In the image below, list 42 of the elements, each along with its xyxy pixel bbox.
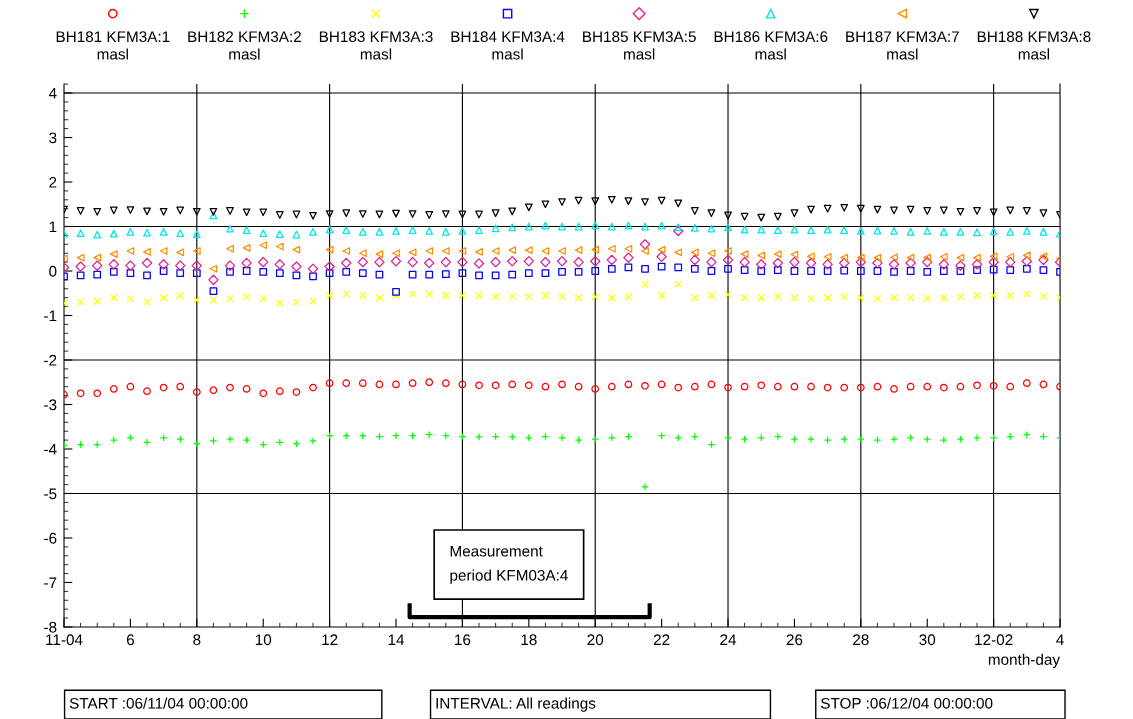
y-tick-label: -8 xyxy=(44,621,57,633)
x-tick-label: 12 xyxy=(322,634,338,645)
legend-label: BH187 KFM3A:7 masl xyxy=(846,31,959,60)
y-tick-label: -5 xyxy=(44,488,57,500)
legend-label: BH185 KFM3A:5 masl xyxy=(583,31,696,60)
x-tick-label: 4 xyxy=(1056,634,1064,645)
x-tick-label: 22 xyxy=(653,634,670,645)
annotation: Measurement period KFM03A:4 xyxy=(450,545,568,584)
x-tick-label: 11-04 xyxy=(46,634,83,646)
legend-label: BH184 KFM3A:4 masl xyxy=(451,31,565,60)
legend-label: BH182 KFM3A:2 masl xyxy=(188,31,301,60)
x-tick-label: 24 xyxy=(720,634,737,645)
legend-label: BH188 KFM3A:8 masl xyxy=(977,31,1091,60)
x-axis-title: month-day xyxy=(988,653,1061,668)
legend-label: BH181 KFM3A:1 masl xyxy=(56,31,170,60)
x-tick-label: 8 xyxy=(193,634,201,646)
text: STOP :06/12/04 00:00:00 xyxy=(820,697,993,709)
text: START :06/11/04 00:00:00 xyxy=(69,697,248,709)
x-tick-label: 20 xyxy=(587,634,604,646)
legend-label: BH183 KFM3A:3 masl xyxy=(319,31,433,60)
x-tick-label: 26 xyxy=(786,634,803,646)
x-tick-label: 14 xyxy=(388,634,405,645)
legend-label: BH186 KFM3A:6 masl xyxy=(714,31,828,60)
y-tick-label: -1 xyxy=(44,310,57,322)
y-tick-label: -4 xyxy=(44,444,57,455)
x-tick-label: 10 xyxy=(255,634,272,646)
y-tick-label: -7 xyxy=(44,577,57,589)
text: INTERVAL: All readings xyxy=(436,697,596,712)
y-tick-label: 2 xyxy=(49,176,57,188)
x-tick-label: 30 xyxy=(919,634,936,646)
y-tick-label: 1 xyxy=(49,221,57,233)
y-tick-label: -6 xyxy=(44,532,57,544)
y-tick-label: -3 xyxy=(44,399,57,411)
x-tick-label: 6 xyxy=(126,634,134,646)
x-tick-label: 28 xyxy=(853,634,869,646)
y-tick-label: 0 xyxy=(49,265,57,277)
y-tick-label: 4 xyxy=(48,88,57,99)
x-tick-label: 12-02 xyxy=(975,634,1013,646)
x-tick-label: 18 xyxy=(521,634,537,646)
x-tick-label: 16 xyxy=(455,634,471,646)
y-tick-label: 3 xyxy=(49,132,57,144)
y-tick-label: -2 xyxy=(44,354,57,366)
